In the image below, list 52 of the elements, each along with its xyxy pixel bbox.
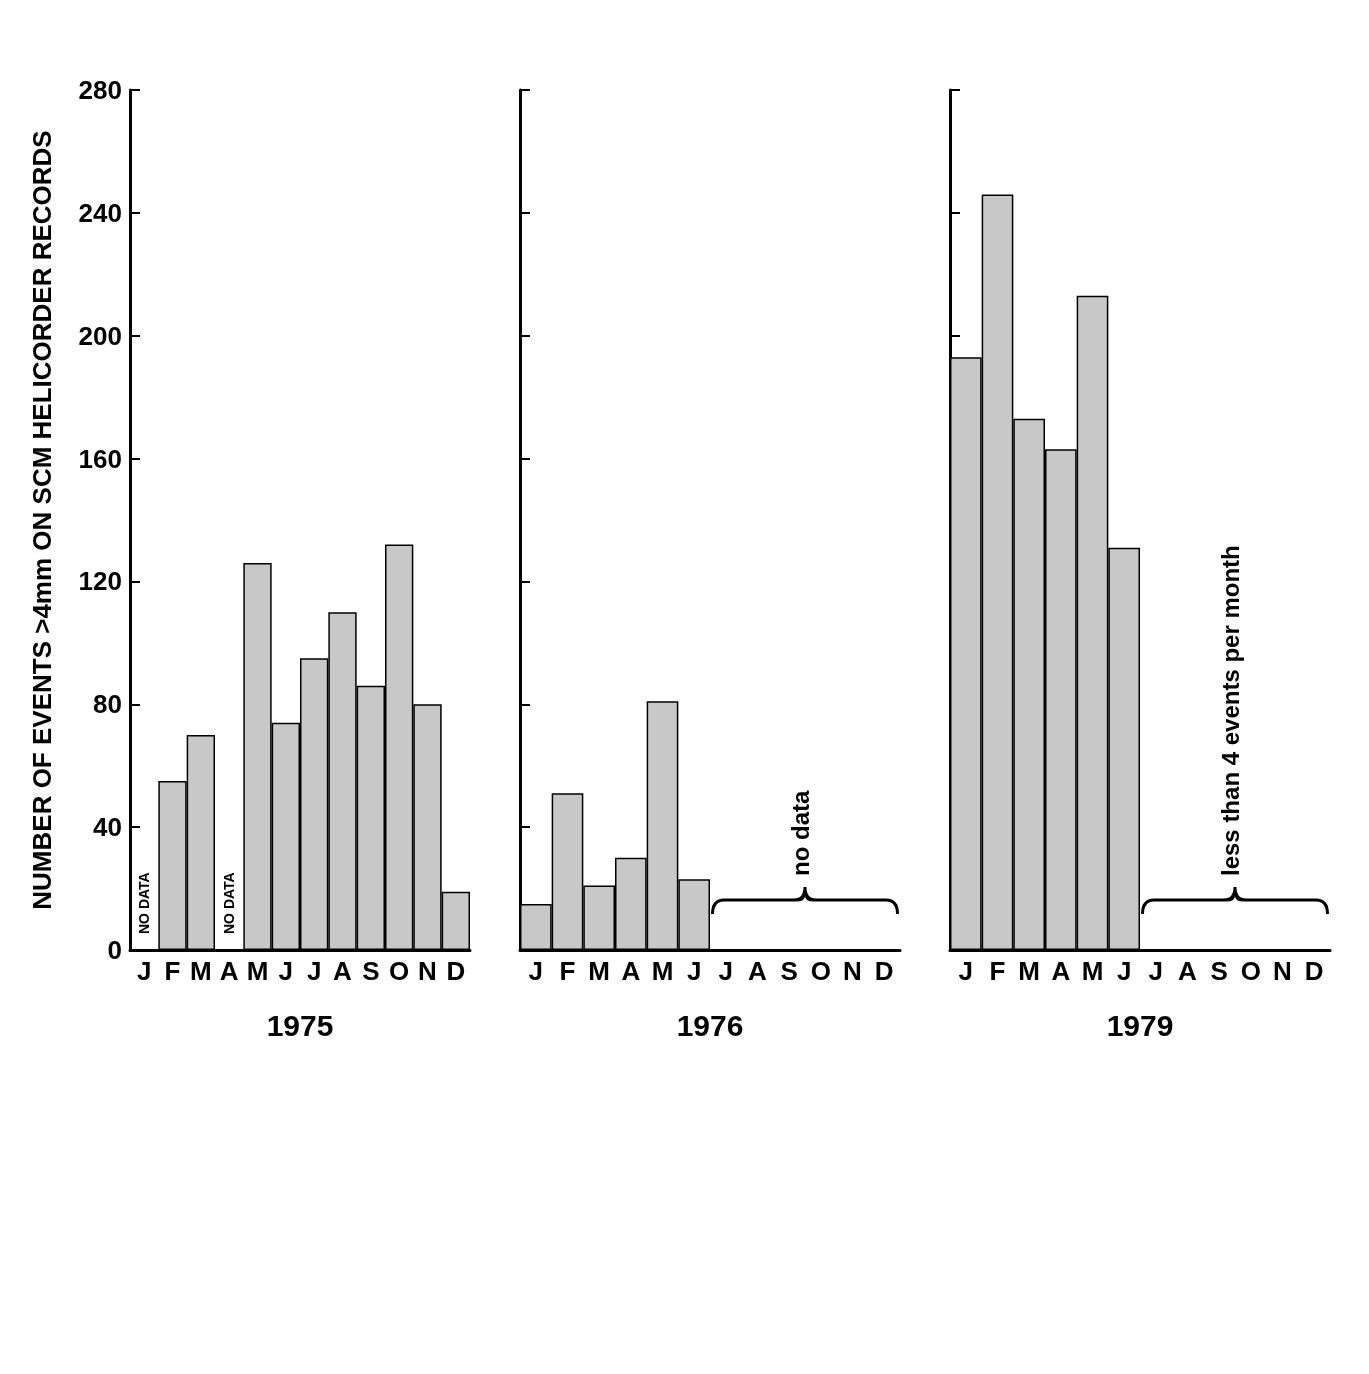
x-tick-label: D: [874, 956, 894, 986]
x-tick-label: S: [780, 956, 798, 986]
x-tick-label: J: [306, 956, 322, 986]
x-tick-label: D: [446, 956, 466, 986]
x-tick-label: F: [164, 956, 181, 986]
x-tick-label: A: [621, 956, 641, 986]
x-tick-label: M: [1081, 956, 1104, 986]
x-tick-label: J: [528, 956, 544, 986]
y-tick-label: 160: [78, 443, 122, 474]
y-tick-label: 120: [78, 566, 122, 597]
x-axis-title: 1975: [266, 1008, 334, 1042]
x-tick-label: O: [389, 956, 410, 986]
x-tick-label: J: [1116, 956, 1132, 986]
x-tick-label: J: [1148, 956, 1164, 986]
x-tick-label: N: [1273, 956, 1292, 986]
x-tick-label: M: [190, 956, 212, 986]
x-tick-label: N: [843, 956, 862, 986]
x-tick-label: M: [588, 956, 610, 986]
x-tick-label: F: [559, 956, 576, 986]
x-tick-label: J: [136, 956, 152, 986]
x-tick-label: S: [362, 956, 380, 986]
y-tick-label: 0: [107, 935, 122, 965]
text: NO DATA: [221, 872, 238, 934]
x-tick-label: A: [748, 956, 768, 986]
annotation: less than 4 events per month: [1217, 545, 1245, 876]
x-tick-label: A: [1178, 956, 1198, 986]
y-tick-label: 80: [93, 689, 122, 720]
annotation: no data: [787, 790, 815, 876]
x-tick-label: J: [958, 956, 974, 986]
x-tick-label: A: [333, 956, 353, 986]
x-tick-label: O: [1240, 956, 1261, 986]
x-tick-label: S: [1210, 956, 1228, 986]
x-tick-label: M: [1018, 956, 1040, 986]
y-tick-label: 200: [78, 320, 122, 351]
x-tick-label: A: [219, 956, 239, 986]
x-tick-label: O: [810, 956, 831, 986]
x-tick-label: F: [989, 956, 1006, 986]
x-tick-label: M: [246, 956, 269, 986]
x-axis-title: 1976: [676, 1008, 744, 1042]
x-tick-label: J: [686, 956, 702, 986]
x-tick-label: N: [418, 956, 437, 986]
x-tick-label: D: [1304, 956, 1324, 986]
x-tick-label: A: [1051, 956, 1071, 986]
x-tick-label: J: [718, 956, 734, 986]
x-axis-title: 1979: [1106, 1008, 1174, 1042]
text: NO DATA: [136, 872, 153, 934]
y-axis-title: NUMBER OF EVENTS >4mm ON SCM HELICORDER RECORDS: [27, 130, 57, 910]
y-tick-label: 240: [78, 197, 122, 228]
x-tick-label: J: [278, 956, 294, 986]
x-tick-label: M: [651, 956, 674, 986]
y-tick-label: 40: [93, 812, 122, 843]
y-tick-label: 280: [78, 75, 122, 105]
